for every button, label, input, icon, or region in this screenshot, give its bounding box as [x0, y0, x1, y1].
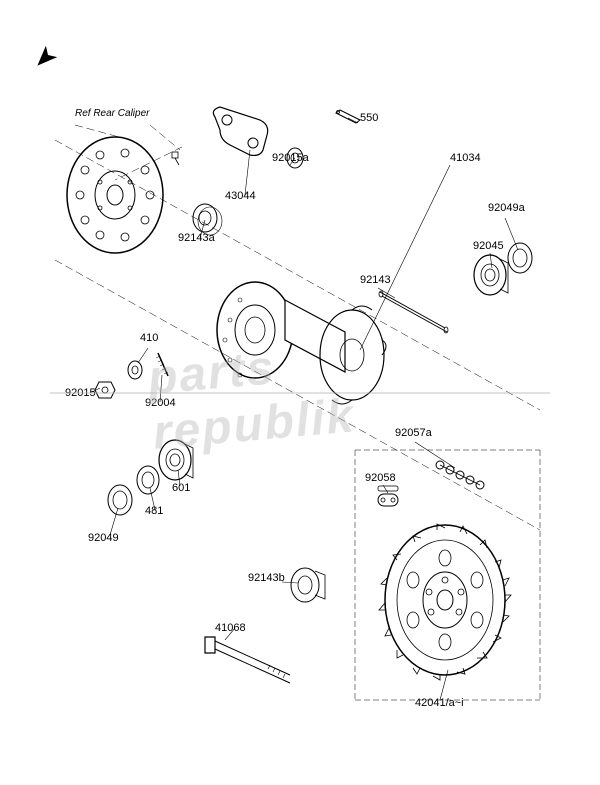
watermark-line [50, 392, 550, 394]
label-92143b: 92143b [248, 572, 285, 584]
sprocket-icon [379, 524, 511, 680]
label-92004: 92004 [145, 397, 176, 409]
hub-icon [217, 282, 386, 404]
collar-b-icon [291, 568, 325, 602]
chain-icon [436, 461, 484, 489]
washer-icon [128, 361, 142, 379]
chain-link-icon [378, 486, 398, 506]
brake-disc-icon [67, 137, 163, 253]
label-92015a: 92015a [272, 152, 309, 164]
label-481: 481 [145, 505, 163, 517]
label-601: 601 [172, 482, 190, 494]
label-92143a: 92143a [178, 232, 215, 244]
bearing-inner-icon [159, 440, 193, 480]
label-92143: 92143 [360, 274, 391, 286]
nut-icon [95, 382, 115, 398]
caliper-holder-icon [213, 107, 267, 155]
label-92049a: 92049a [488, 202, 525, 214]
retainer-481-icon [137, 466, 159, 494]
label-92057a: 92057a [395, 427, 432, 439]
label-410: 410 [140, 332, 158, 344]
stud-icon [156, 353, 168, 376]
ref-rear-caliper-label: Ref Rear Caliper [75, 108, 149, 119]
label-43044: 43044 [225, 190, 256, 202]
seal-outer-icon [508, 243, 532, 273]
label-42041: 42041/a~i [415, 697, 464, 709]
label-92049: 92049 [88, 532, 119, 544]
axle-bolt-icon [205, 637, 290, 683]
diagram-container: Ref Rear Caliper 550 41034 92015a 43044 … [0, 0, 600, 785]
disc-bolt-icon [172, 152, 179, 165]
pin-icon [336, 110, 360, 123]
label-41068: 41068 [215, 622, 246, 634]
seal-92049-icon [108, 485, 132, 515]
label-92058: 92058 [365, 472, 396, 484]
label-550: 550 [360, 112, 378, 124]
label-41034: 41034 [450, 152, 481, 164]
axle-sleeve-icon [379, 291, 448, 333]
nav-arrow-icon [32, 46, 57, 71]
label-92045: 92045 [473, 240, 504, 252]
